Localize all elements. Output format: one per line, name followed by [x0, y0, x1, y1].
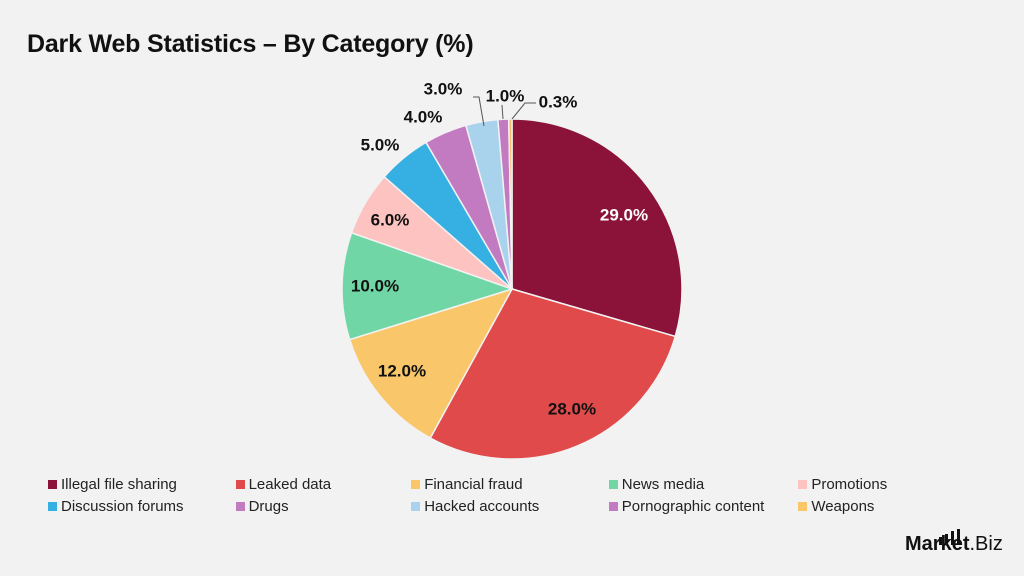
legend-label: Financial fraud	[424, 475, 523, 493]
data-label: 1.0%	[486, 86, 525, 105]
data-label: 6.0%	[371, 210, 410, 229]
legend-item: Hacked accounts	[411, 498, 609, 515]
brand-name: Market	[905, 533, 970, 555]
data-label: 3.0%	[424, 79, 463, 98]
legend-label: News media	[621, 475, 705, 493]
leader-line	[501, 104, 504, 120]
legend-swatch-icon	[48, 501, 57, 511]
legend-item: Weapons	[798, 498, 948, 515]
data-label: 5.0%	[361, 135, 400, 154]
legend-swatch-icon	[798, 501, 808, 511]
pie-slice-illegal-file-sharing	[511, 118, 683, 338]
legend-row: Illegal file sharing Leaked data Financial…	[48, 473, 948, 495]
legend-swatch-icon	[411, 501, 421, 511]
legend-item: Promotions	[798, 476, 948, 493]
bar-chart-logo-icon	[939, 529, 960, 545]
legend-swatch-icon	[411, 479, 421, 489]
legend-swatch-icon	[798, 479, 808, 489]
data-label: 4.0%	[404, 107, 443, 126]
legend-item: Illegal file sharing	[48, 476, 236, 493]
legend-swatch-icon	[608, 501, 618, 511]
legend-item: Financial fraud	[411, 476, 609, 493]
legend-label: Discussion forums	[61, 497, 184, 515]
leader-line	[473, 96, 485, 127]
legend-item: Discussion forums	[48, 498, 236, 515]
legend-label: Weapons	[811, 497, 875, 515]
pie-slice-news-media	[341, 231, 515, 341]
pie-slice-weapons	[507, 118, 513, 290]
leader-line	[511, 102, 536, 120]
legend-label: Drugs	[248, 497, 289, 515]
legend-swatch-icon	[608, 479, 618, 489]
legend-item: Drugs	[235, 497, 412, 515]
legend-item: News media	[608, 475, 799, 493]
legend: Illegal file sharing Leaked data Financial…	[48, 473, 948, 517]
legend-label: Pornographic content	[621, 497, 765, 515]
legend-label: Promotions	[811, 475, 888, 493]
legend-label: Hacked accounts	[424, 497, 540, 515]
data-label: 12.0%	[378, 361, 426, 380]
legend-label: Leaked data	[248, 475, 332, 493]
data-label: 0.3%	[539, 92, 578, 111]
data-label: 29.0%	[600, 205, 648, 224]
legend-item: Pornographic content	[608, 497, 799, 515]
brand-suffix: .Biz	[969, 533, 1003, 555]
pie-slice-financial-fraud	[348, 287, 514, 440]
legend-swatch-icon	[235, 479, 245, 489]
data-label: 28.0%	[548, 399, 596, 418]
legend-swatch-icon	[235, 501, 245, 511]
legend-row: Discussion forums Drugs Hacked accounts Por…	[48, 495, 948, 517]
data-label: 10.0%	[351, 276, 399, 295]
legend-item: Leaked data	[235, 475, 412, 493]
legend-swatch-icon	[48, 479, 57, 489]
brand-logo: Market.Biz	[905, 533, 1003, 556]
chart-title: Dark Web Statistics – By Category (%)	[27, 30, 474, 58]
legend-label: Illegal file sharing	[61, 475, 177, 493]
pie-slice-leaked-data	[429, 288, 677, 460]
